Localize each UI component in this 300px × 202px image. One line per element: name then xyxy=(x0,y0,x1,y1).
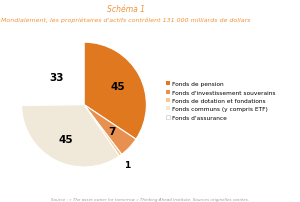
Wedge shape xyxy=(22,43,84,106)
Wedge shape xyxy=(22,105,119,167)
Text: Mondialement, les propriétaires d'actifs contrôlent 131 000 milliards de dollars: Mondialement, les propriétaires d'actifs… xyxy=(1,17,251,23)
Wedge shape xyxy=(84,43,146,139)
Wedge shape xyxy=(84,105,122,156)
Text: 1: 1 xyxy=(124,160,130,169)
Text: Schéma 1: Schéma 1 xyxy=(107,5,145,14)
Text: Source : « The asset owner for tomorrow » Thinking Ahead Institute. Sources orig: Source : « The asset owner for tomorrow … xyxy=(51,197,249,201)
Text: 7: 7 xyxy=(109,126,116,136)
Wedge shape xyxy=(84,105,136,155)
Text: 45: 45 xyxy=(59,134,74,144)
Legend: Fonds de pension, Fonds d'investissement souverains, Fonds de dotation et fondat: Fonds de pension, Fonds d'investissement… xyxy=(165,81,277,121)
Text: 45: 45 xyxy=(111,82,125,92)
Text: 33: 33 xyxy=(49,73,64,83)
